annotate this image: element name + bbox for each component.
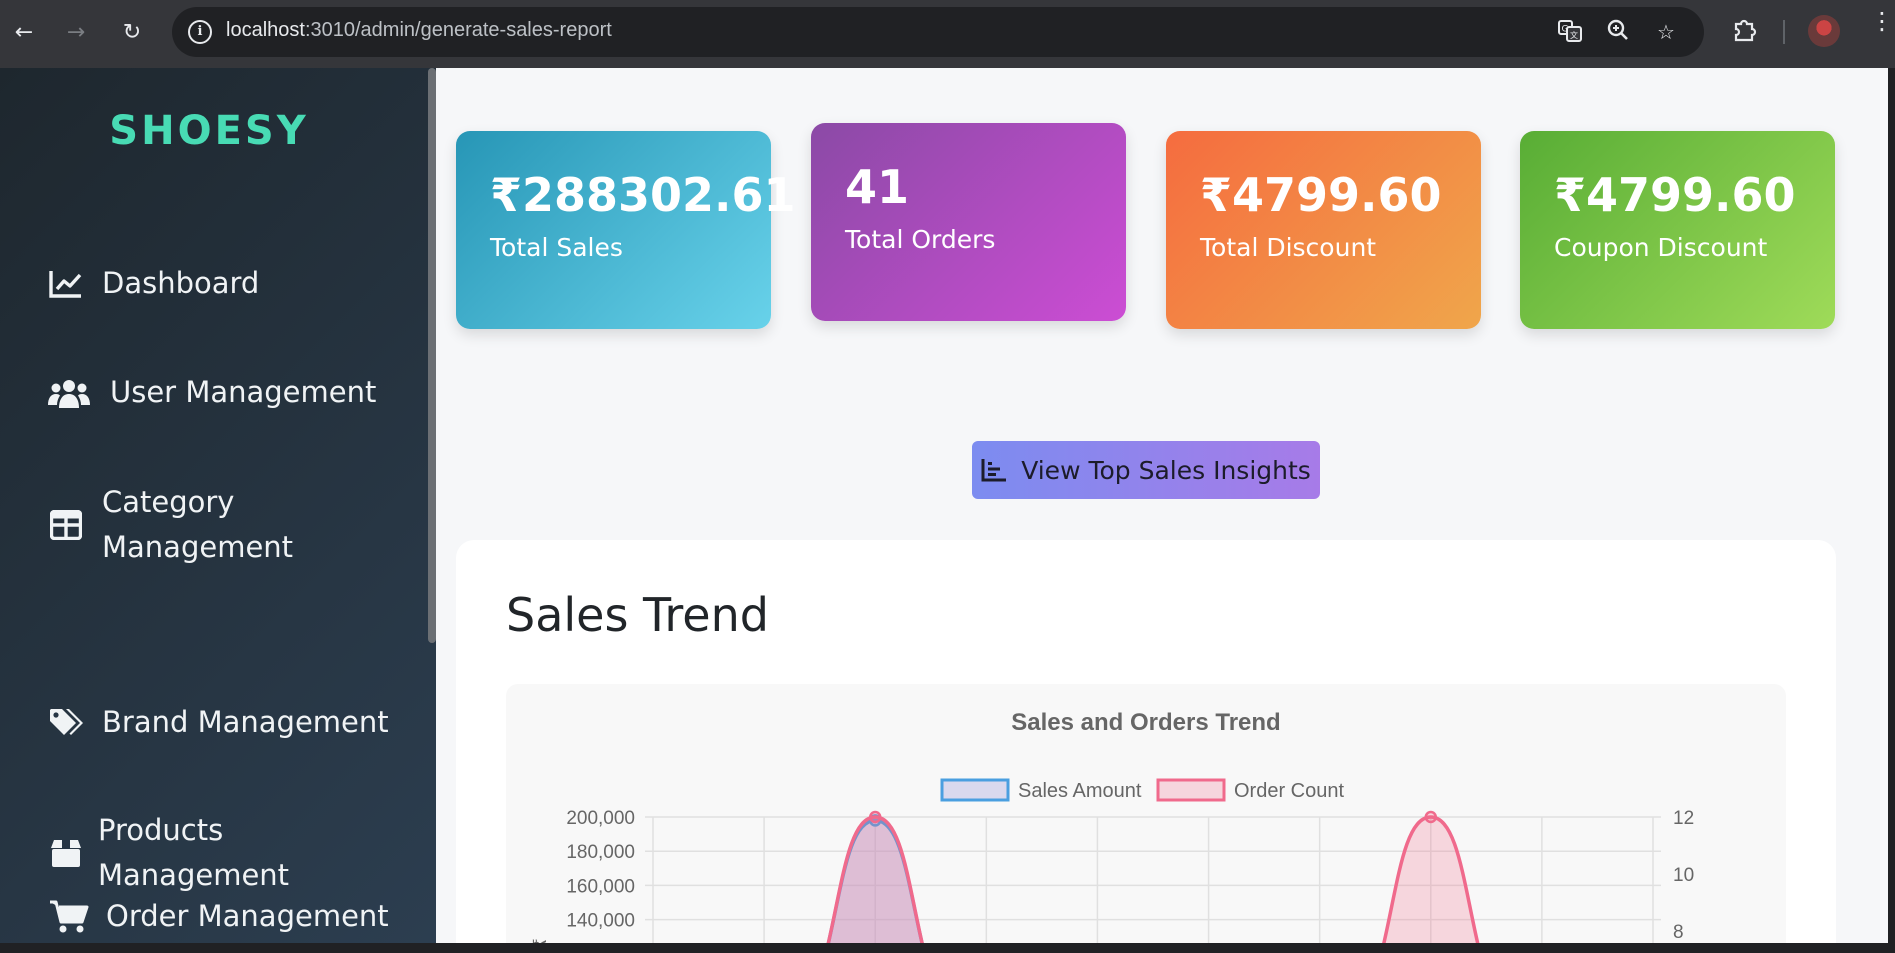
sidebar-item-categories[interactable]: Category Management [48,480,293,570]
stat-card-total-orders: 41 Total Orders [811,123,1126,321]
sidebar-item-products[interactable]: Products Management [48,808,289,898]
y-left-tick-label: 200,000 [566,808,635,829]
sidebar-item-label: User Management [110,375,377,409]
label-line-1: Products [98,813,224,847]
chart-title: Sales and Orders Trend [1011,709,1280,736]
sidebar: SHOESY Dashboard User Management Categor… [0,68,436,943]
y-right-tick-label: 8 [1673,922,1684,943]
tags-icon [48,705,84,741]
legend-swatch [1156,778,1226,802]
sales-orders-chart: Sales and Orders Trend Sales Amount Order … [530,709,1694,943]
stat-caption: Coupon Discount [1554,233,1768,262]
data-point [868,810,882,824]
url-path: :3010/admin/generate-sales-report [304,19,612,41]
stat-card-total-sales: ₹288302.61 Total Sales [456,131,796,329]
address-url[interactable]: localhost:3010/admin/generate-sales-repo… [226,19,612,42]
y-left-tick-label: 180,000 [566,842,635,863]
label-line-2: Management [102,530,294,564]
stat-caption: Total Orders [845,225,996,254]
reload-icon[interactable]: ↻ [122,19,142,45]
y-left-tick-label: 160,000 [566,876,635,897]
back-icon[interactable]: ← [14,19,34,45]
data-point [1424,810,1438,824]
sidebar-item-dashboard[interactable]: Dashboard [48,261,259,306]
stat-value: ₹288302.61 [490,168,796,222]
trend-title: Sales Trend [506,588,769,642]
sidebar-item-label: Dashboard [102,266,260,300]
sidebar-scrollbar[interactable] [428,68,436,643]
extensions-icon[interactable] [1730,16,1758,50]
series-line [1382,815,1480,943]
series-line [826,815,924,943]
forward-icon[interactable]: → [66,19,86,45]
label-line-2: Management [98,858,290,892]
sales-trend-card: Sales Trend Sales and Orders Trend Sales … [456,540,1836,943]
grid-icon [48,507,84,543]
chart-panel: Sales and Orders Trend Sales Amount Order … [506,684,1786,943]
zoom-icon[interactable] [1604,18,1632,46]
y-left-tick-label: 140,000 [566,911,635,932]
sidebar-item-label: Brand Management [102,705,389,739]
stat-caption: Total Sales [490,233,623,262]
y-right-tick-label: 10 [1673,865,1694,886]
bookmark-star-icon[interactable]: ☆ [1657,20,1675,44]
sidebar-item-users[interactable]: User Management [48,370,376,415]
legend-label: Order Count [1234,780,1344,802]
chart-line-icon [48,266,84,302]
sidebar-item-brands[interactable]: Brand Management [48,700,389,745]
main-content: ₹288302.61 Total Sales 41 Total Orders ₹… [436,68,1888,943]
sidebar-item-orders[interactable]: Order Management [48,894,389,939]
legend-swatch [940,778,1010,802]
stat-value: ₹4799.60 [1554,168,1796,222]
stat-card-coupon-discount: ₹4799.60 Coupon Discount [1520,131,1835,329]
cart-icon [48,899,90,935]
legend-label: Sales Amount [1018,780,1142,802]
stat-caption: Total Discount [1200,233,1377,262]
bar-chart-icon [981,458,1007,482]
insights-button-label: View Top Sales Insights [1021,455,1311,485]
y-right-tick-label: 12 [1673,808,1694,829]
y-left-axis-label: ₹ [530,938,551,943]
profile-avatar[interactable] [1808,15,1840,47]
toolbar-divider [1783,20,1785,44]
brand-logo[interactable]: SHOESY [109,108,309,154]
browser-toolbar: ← → ↻ i localhost:3010/admin/generate-sa… [0,0,1895,68]
label-line-1: Category [102,485,235,519]
stat-value: ₹4799.60 [1200,168,1442,222]
site-info-icon[interactable]: i [188,20,212,44]
users-icon [48,375,90,411]
box-icon [48,835,84,871]
url-host: localhost [226,19,305,41]
sidebar-item-label: Order Management [106,899,389,933]
sidebar-item-label: Category Management [102,480,293,570]
stat-value: 41 [845,160,910,214]
menu-kebab-icon[interactable]: ⋮ [1870,7,1894,35]
view-top-sales-insights-button[interactable]: View Top Sales Insights [972,441,1320,499]
svg-text:文: 文 [1570,30,1578,40]
stat-card-total-discount: ₹4799.60 Total Discount [1166,131,1481,329]
sidebar-item-label: Products Management [98,808,289,898]
svg-text:G: G [1562,25,1569,35]
address-bar[interactable]: i localhost:3010/admin/generate-sales-re… [172,7,1704,57]
